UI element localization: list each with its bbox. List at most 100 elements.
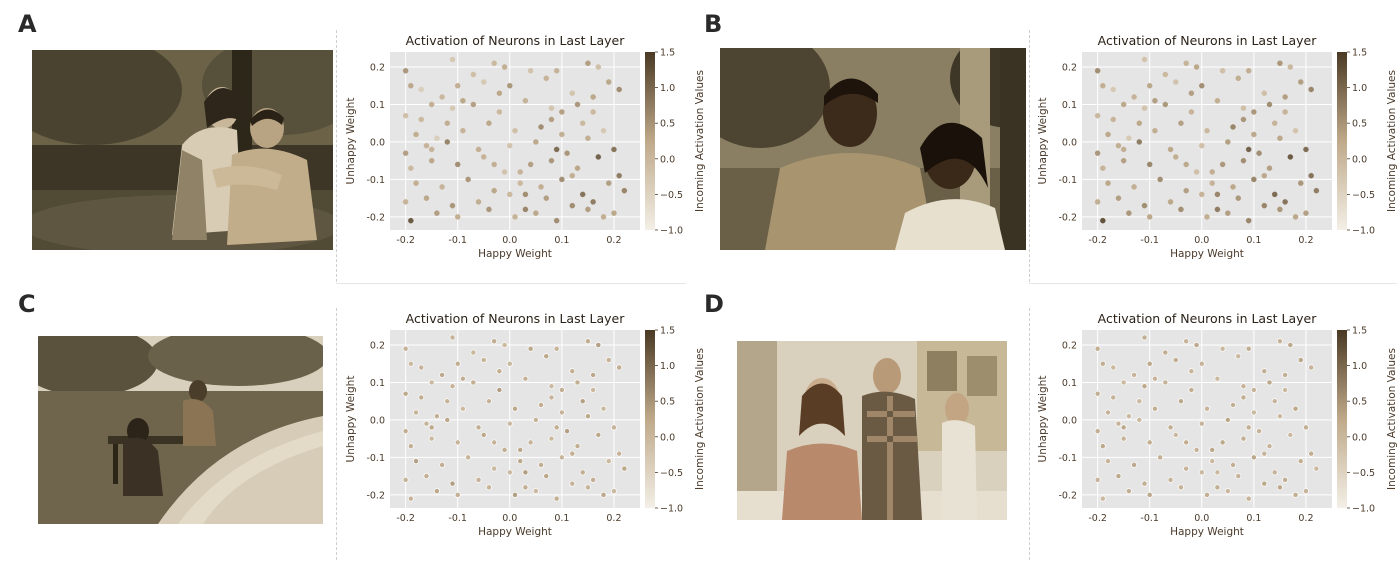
scatter-point [439, 94, 445, 100]
scatter-point [1162, 379, 1169, 386]
scatter-point [1245, 217, 1252, 224]
x-tick-label: 0.0 [1194, 513, 1209, 524]
scatter-point [501, 64, 508, 70]
y-tick-label: 0.1 [1062, 378, 1077, 389]
scatter-point [1276, 413, 1283, 420]
scatter-point [1209, 458, 1216, 465]
scatter-point [1141, 56, 1148, 63]
scatter-point [585, 135, 591, 141]
scatter-point [527, 161, 534, 168]
scatter-point [553, 217, 560, 224]
scatter-point [1183, 161, 1189, 168]
x-axis-label: Happy Weight [1170, 526, 1244, 538]
scatter-point [600, 491, 607, 498]
scatter-point [574, 165, 581, 171]
colorbar-tick-label: 1.0 [1352, 361, 1367, 372]
colorbar-tick-label: 1.0 [660, 361, 675, 372]
x-tick-label: 0.2 [1298, 513, 1313, 524]
scatter-point [1152, 127, 1158, 134]
scatter-point [558, 454, 565, 461]
scatter-point [1099, 443, 1106, 450]
scatter-point [1266, 443, 1273, 450]
scatter-point [1105, 458, 1111, 465]
scatter-point [533, 210, 539, 216]
scatter-point [569, 480, 576, 487]
scatter-point [454, 161, 461, 168]
scatter-point [522, 484, 529, 491]
scatter-point [1297, 458, 1304, 465]
scatter-point [1141, 202, 1148, 209]
scatter-point [470, 379, 477, 386]
scatter-point [1282, 476, 1289, 483]
scatter-point [538, 124, 544, 130]
scatter-point [621, 187, 628, 194]
scatter-point [1172, 154, 1179, 160]
scatter-point [1235, 195, 1241, 201]
scatter-point [558, 387, 565, 393]
scatter-point [1131, 461, 1138, 468]
scatter-point [579, 191, 586, 198]
scatter-point [1303, 424, 1309, 431]
scatter-point [1198, 469, 1205, 476]
scatter-point [616, 172, 622, 179]
x-tick-label: 0.2 [1298, 235, 1313, 246]
scatter-point [407, 360, 414, 367]
scatter-point [1094, 345, 1101, 352]
colorbar-tick-label: 1.5 [660, 326, 675, 337]
scatter-point [1183, 187, 1189, 194]
scatter-point [486, 120, 492, 126]
colorbar-tick-label: 0.0 [1352, 154, 1367, 165]
scatter-point [564, 428, 571, 435]
scatter-point [1271, 120, 1278, 126]
scatter-point [553, 495, 560, 502]
colorbar-tick-label: 0.5 [1352, 119, 1367, 130]
colorbar-tick-label: −1.0 [1352, 504, 1375, 515]
y-tick-label: 0.1 [1062, 100, 1077, 111]
scatter-point [460, 97, 466, 104]
separator-line [336, 283, 686, 284]
scatter-point [559, 109, 565, 115]
scatter-point [1297, 180, 1304, 186]
colorbar-tick-label: −1.0 [660, 504, 683, 515]
y-tick-label: -0.1 [366, 453, 385, 464]
scatter-point [439, 372, 446, 378]
scatter-point [527, 67, 534, 74]
scatter-point [1183, 465, 1190, 472]
scatter-point [1094, 150, 1101, 156]
scatter-point [1146, 439, 1153, 446]
scatter-point [1193, 64, 1200, 70]
x-tick-label: 0.0 [502, 513, 517, 524]
plot-area [1082, 330, 1332, 508]
scatter-point [616, 364, 623, 371]
scatter-point [1240, 116, 1247, 123]
y-tick-label: -0.1 [1058, 453, 1077, 464]
colorbar-label: Incoming Activation Values [694, 70, 706, 212]
scatter-point [1219, 161, 1226, 168]
scatter-point [1219, 67, 1226, 74]
y-tick-label: -0.2 [1058, 212, 1077, 223]
scatter-point [595, 342, 602, 348]
scatter-point [1146, 82, 1153, 89]
y-tick-label: 0.2 [370, 340, 385, 351]
scatter-point [1198, 420, 1205, 427]
photo-couple-smiling [720, 48, 1026, 250]
scatter-point [611, 146, 617, 153]
scatter-point [1162, 349, 1169, 356]
scatter-point [595, 154, 602, 160]
scatter-point [517, 458, 524, 465]
scatter-point [1308, 86, 1314, 93]
plot-area [390, 52, 640, 230]
scatter-point [1151, 405, 1158, 412]
scatter-point [522, 375, 529, 382]
scatter-point [1199, 191, 1205, 198]
scatter-point [621, 465, 628, 472]
scatter-point [507, 191, 513, 198]
scatter-point [428, 157, 435, 164]
scatter-point [616, 86, 622, 93]
scatter-point [1120, 379, 1127, 386]
scatter-point [538, 401, 544, 408]
scatter-point [444, 398, 451, 405]
plot-area [1082, 52, 1332, 230]
scatter-point [1126, 135, 1132, 141]
scatter-point [512, 214, 518, 220]
